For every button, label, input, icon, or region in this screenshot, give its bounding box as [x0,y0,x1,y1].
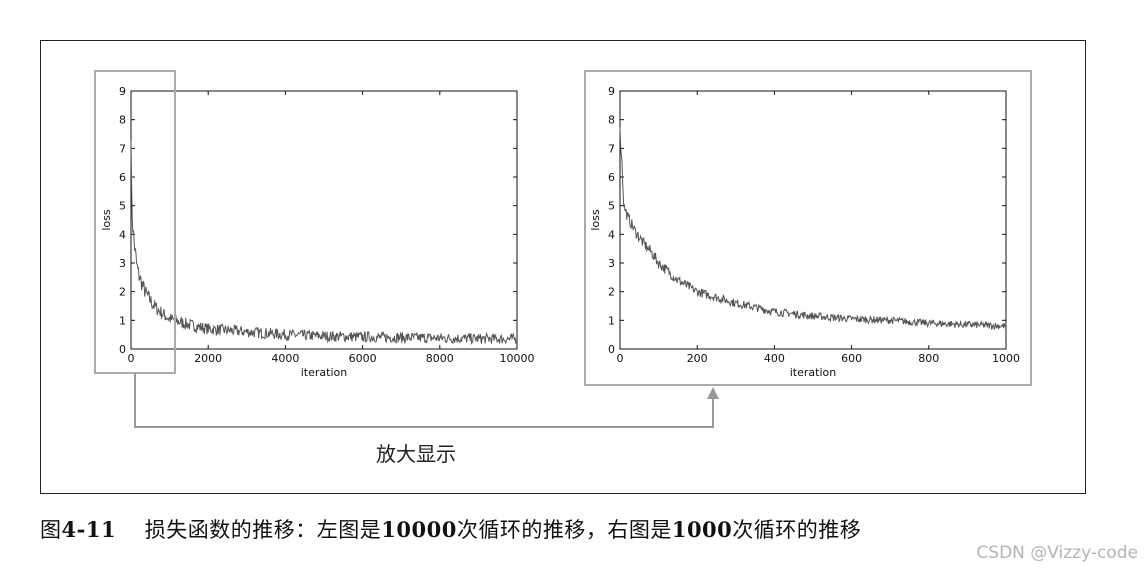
y-tick-label: 8 [608,114,615,127]
x-axis-label: iteration [301,366,347,379]
y-tick-label: 5 [119,200,126,213]
y-tick-label: 6 [119,171,126,184]
x-tick-label: 2000 [194,352,222,365]
caption-text1: 损失函数的推移：左图是 [144,518,382,542]
loss-series-line [130,140,518,345]
x-tick-label: 8000 [426,352,454,365]
connector-line [134,373,714,428]
y-tick-label: 0 [119,343,126,356]
zoomed-chart-border [584,70,1032,386]
caption-num1: 10000 [381,517,457,542]
zoom-region-box [94,70,176,374]
y-tick-label: 2 [119,286,126,299]
connector-arrowhead [707,387,719,399]
x-tick-label: 10000 [500,352,535,365]
y-tick-label: 7 [608,142,615,155]
y-tick-label: 3 [119,257,126,270]
x-axis-label: iteration [790,366,836,379]
figure-caption: 图4-11 损失函数的推移：左图是10000次循环的推移，右图是1000次循环的… [40,514,861,544]
y-tick-label: 5 [608,200,615,213]
zoom-annotation: 放大显示 [376,442,456,466]
y-tick-label: 2 [608,286,615,299]
x-tick-label: 1000 [992,352,1020,365]
y-axis-label: loss [100,209,113,231]
y-tick-label: 9 [608,85,615,98]
x-tick-label: 0 [617,352,624,365]
right-loss-chart: 0 1 2 3 4 5 6 7 8 9 0 200 400 600 800 1000 iteration loss [584,70,1032,386]
caption-text2: 次循环的推移，右图是 [456,518,672,542]
y-tick-label: 4 [119,228,126,241]
plot-area [130,90,518,350]
caption-num2: 1000 [671,517,733,542]
caption-number: 4-11 [61,517,117,542]
x-tick-label: 800 [918,352,939,365]
loss-series-line [619,127,1007,331]
x-tick-label: 4000 [271,352,299,365]
y-tick-label: 1 [608,314,615,327]
y-tick-label: 8 [119,114,126,127]
y-tick-label: 1 [119,314,126,327]
left-loss-chart: 0 1 2 3 4 5 6 7 8 9 0 2000 4000 6000 8000 10000 iteratio… [100,85,535,379]
caption-text3: 次循环的推移 [732,518,862,542]
plot-area [619,90,1007,350]
y-tick-label: 0 [608,343,615,356]
y-tick-label: 6 [608,171,615,184]
x-tick-label: 0 [128,352,135,365]
y-axis-label: loss [589,209,602,231]
y-tick-label: 4 [608,228,615,241]
figure-frame [40,40,1086,494]
y-tick-label: 9 [119,85,126,98]
x-tick-label: 200 [687,352,708,365]
y-tick-label: 3 [608,257,615,270]
x-tick-label: 400 [764,352,785,365]
caption-prefix: 图 [40,518,62,542]
y-tick-label: 7 [119,142,126,155]
watermark: CSDN @Vizzy-code [976,543,1138,563]
x-tick-label: 6000 [349,352,377,365]
x-tick-label: 600 [841,352,862,365]
